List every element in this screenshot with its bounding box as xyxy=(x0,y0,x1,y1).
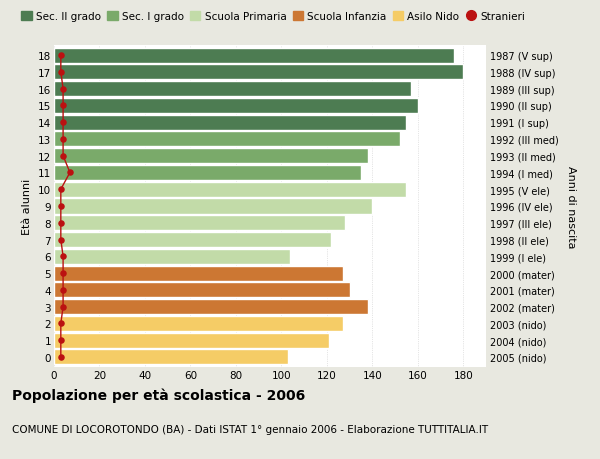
Point xyxy=(56,203,65,210)
Bar xyxy=(54,216,345,231)
Point xyxy=(56,219,65,227)
Bar xyxy=(54,48,454,63)
Point xyxy=(56,236,65,244)
Bar xyxy=(54,350,288,365)
Point xyxy=(56,353,65,361)
Bar xyxy=(54,82,411,97)
Point xyxy=(56,337,65,344)
Bar xyxy=(54,65,463,80)
Point xyxy=(58,86,68,93)
Point xyxy=(58,303,68,311)
Bar xyxy=(54,283,350,298)
Bar xyxy=(54,132,400,147)
Bar xyxy=(54,166,361,180)
Point xyxy=(56,69,65,76)
Bar xyxy=(54,299,368,314)
Point xyxy=(56,52,65,60)
Y-axis label: Età alunni: Età alunni xyxy=(22,179,32,235)
Point xyxy=(58,153,68,160)
Bar xyxy=(54,149,368,164)
Bar xyxy=(54,233,331,247)
Point xyxy=(65,169,75,177)
Bar xyxy=(54,99,418,114)
Y-axis label: Anni di nascita: Anni di nascita xyxy=(566,165,575,248)
Bar xyxy=(54,333,329,348)
Bar xyxy=(54,199,373,214)
Point xyxy=(58,270,68,277)
Point xyxy=(58,286,68,294)
Bar xyxy=(54,266,343,281)
Point xyxy=(58,136,68,143)
Bar xyxy=(54,249,290,264)
Point xyxy=(56,320,65,327)
Legend: Sec. II grado, Sec. I grado, Scuola Primaria, Scuola Infanzia, Asilo Nido, Stran: Sec. II grado, Sec. I grado, Scuola Prim… xyxy=(17,7,529,26)
Point xyxy=(58,253,68,260)
Bar xyxy=(54,316,343,331)
Bar xyxy=(54,115,406,130)
Point xyxy=(58,119,68,127)
Text: Popolazione per età scolastica - 2006: Popolazione per età scolastica - 2006 xyxy=(12,388,305,403)
Point xyxy=(58,102,68,110)
Point xyxy=(56,186,65,194)
Bar xyxy=(54,182,406,197)
Text: COMUNE DI LOCOROTONDO (BA) - Dati ISTAT 1° gennaio 2006 - Elaborazione TUTTITALI: COMUNE DI LOCOROTONDO (BA) - Dati ISTAT … xyxy=(12,425,488,435)
